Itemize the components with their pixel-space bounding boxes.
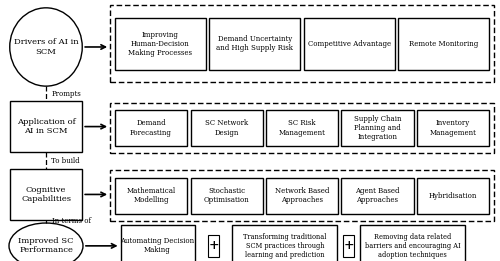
Text: Mathematical
Modelling: Mathematical Modelling [126, 187, 176, 204]
Text: Automating Decision
Making: Automating Decision Making [120, 237, 194, 254]
Text: To build: To build [52, 157, 80, 164]
Text: Transforming traditional
SCM practices through
learning and prediction: Transforming traditional SCM practices t… [244, 233, 326, 259]
Text: Application of
AI in SCM: Application of AI in SCM [16, 118, 76, 135]
Text: Prompts: Prompts [52, 90, 81, 98]
Text: Improved SC
Performance: Improved SC Performance [18, 237, 74, 254]
Text: In terms of: In terms of [52, 217, 90, 226]
Text: +: + [208, 239, 219, 252]
Text: Demand Uncertainty
and High Supply Risk: Demand Uncertainty and High Supply Risk [216, 35, 293, 52]
Text: Stochastic
Optimisation: Stochastic Optimisation [204, 187, 250, 204]
Text: Drivers of AI in
SCM: Drivers of AI in SCM [14, 38, 78, 56]
Text: Supply Chain
Planning and
Integration: Supply Chain Planning and Integration [354, 115, 401, 141]
Text: Cognitive
Capabilities: Cognitive Capabilities [21, 186, 71, 203]
Text: +: + [344, 239, 354, 252]
Text: Agent Based
Approaches: Agent Based Approaches [355, 187, 400, 204]
Text: Removing data related
barriers and encouraging AI
adoption techniques: Removing data related barriers and encou… [364, 233, 460, 259]
Text: Demand
Forecasting: Demand Forecasting [130, 120, 172, 137]
Text: Network Based
Approaches: Network Based Approaches [275, 187, 329, 204]
Text: Competitive Advantage: Competitive Advantage [308, 40, 391, 48]
Text: Inventory
Management: Inventory Management [430, 120, 476, 137]
Text: SC Network
Design: SC Network Design [205, 120, 248, 137]
Text: Hybridisation: Hybridisation [429, 192, 477, 200]
Text: SC Risk
Management: SC Risk Management [278, 120, 326, 137]
Text: Remote Monitoring: Remote Monitoring [409, 40, 478, 48]
Text: Improving
Human-Decision
Making Processes: Improving Human-Decision Making Processe… [128, 31, 192, 57]
